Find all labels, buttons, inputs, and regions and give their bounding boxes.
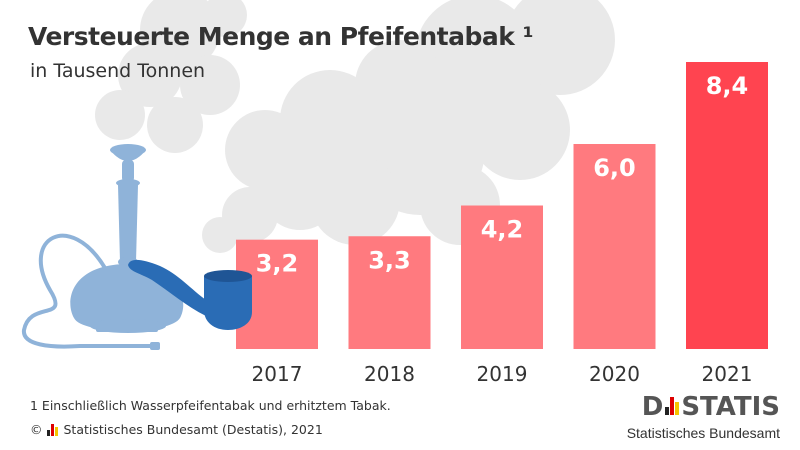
value-label-2021: 8,4 [706, 72, 749, 100]
hookah-icon [70, 144, 184, 333]
hookah-hose-icon [22, 233, 160, 349]
x-tick-label-2017: 2017 [252, 362, 303, 386]
destatis-logo: D STATIS Statistisches Bundesamt [620, 392, 780, 444]
tobacco-pipe-icon [128, 259, 252, 330]
value-label-2018: 3,3 [368, 246, 411, 274]
x-tick-label-2021: 2021 [702, 362, 753, 386]
value-label-2019: 4,2 [481, 216, 524, 244]
x-tick-label-2020: 2020 [589, 362, 640, 386]
bar-2020 [573, 144, 656, 349]
smoke-cloud-illustration [95, 0, 615, 253]
copyright-symbol: © [30, 422, 43, 437]
chart-title: Versteuerte Menge an Pfeifentabak ¹ [28, 22, 534, 51]
hookah-mouthpiece-icon [150, 342, 160, 350]
bar-2019 [461, 205, 543, 349]
destatis-logo-word: D STATIS [642, 392, 780, 422]
german-flag-icon [46, 423, 58, 436]
x-tick-label-2018: 2018 [364, 362, 415, 386]
bar-2021 [686, 62, 768, 349]
logo-word-statis: STATIS [681, 392, 780, 422]
destatis-logo-subline: Statistisches Bundesamt [626, 425, 780, 441]
logo-flag-icon [665, 396, 680, 415]
logo-letter-d: D [641, 392, 664, 422]
value-label-2020: 6,0 [593, 154, 636, 182]
value-label-2017: 3,2 [256, 250, 299, 278]
footnote: 1 Einschließlich Wasserpfeifentabak und … [30, 398, 391, 413]
chart-subtitle: in Tausend Tonnen [30, 60, 206, 82]
x-tick-label-2019: 2019 [477, 362, 528, 386]
source-text: Statistisches Bundesamt (Destatis), 2021 [63, 422, 323, 437]
source-line: © Statistisches Bundesamt (Destatis), 20… [30, 422, 323, 437]
bar-2018 [348, 236, 431, 349]
